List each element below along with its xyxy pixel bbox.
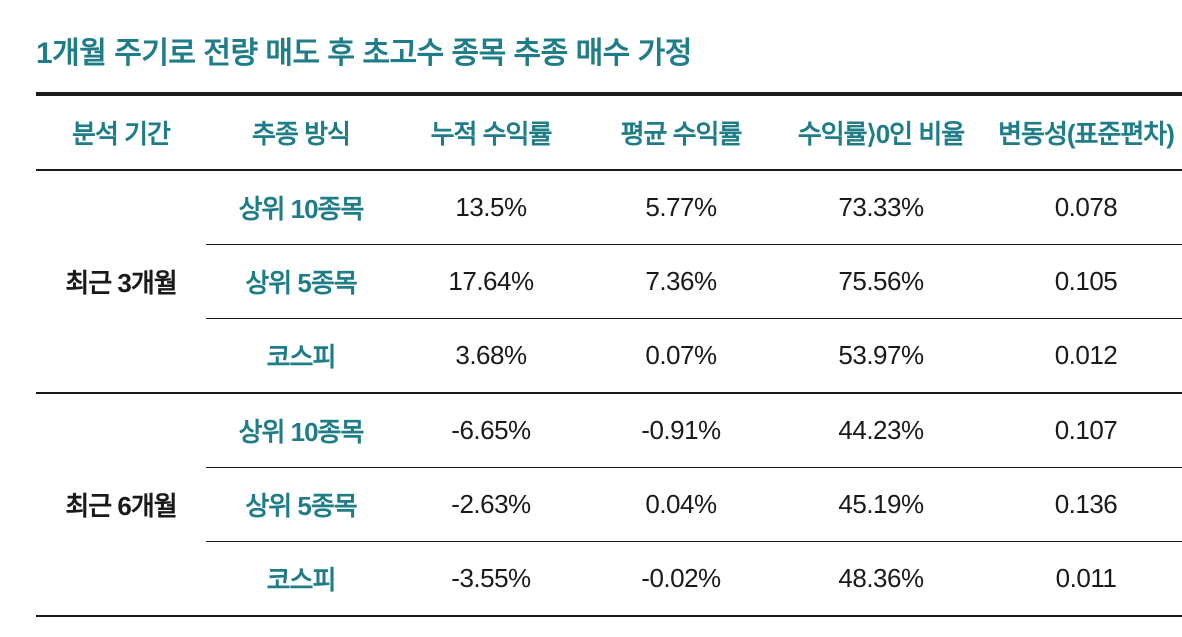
value-cell: 5.77%: [586, 170, 776, 245]
value-cell: 0.136: [986, 468, 1182, 542]
table-row: 코스피 -3.55% -0.02% 48.36% 0.011: [36, 542, 1182, 617]
value-cell: 0.012: [986, 319, 1182, 394]
value-cell: 75.56%: [776, 245, 986, 319]
table-row: 최근 6개월 상위 10종목 -6.65% -0.91% 44.23% 0.10…: [36, 393, 1182, 468]
value-cell: 0.105: [986, 245, 1182, 319]
value-cell: 17.64%: [396, 245, 586, 319]
value-cell: -3.55%: [396, 542, 586, 617]
value-cell: 44.23%: [776, 393, 986, 468]
col-cum: 누적 수익률: [396, 94, 586, 170]
col-period: 분석 기간: [36, 94, 206, 170]
table-body: 최근 3개월 상위 10종목 13.5% 5.77% 73.33% 0.078 …: [36, 170, 1182, 616]
page-title: 1개월 주기로 전량 매도 후 초고수 종목 추종 매수 가정: [36, 28, 1146, 72]
value-cell: 13.5%: [396, 170, 586, 245]
value-cell: 45.19%: [776, 468, 986, 542]
method-cell: 상위 10종목: [206, 170, 396, 245]
value-cell: 48.36%: [776, 542, 986, 617]
value-cell: -6.65%: [396, 393, 586, 468]
method-cell: 코스피: [206, 319, 396, 394]
col-vol: 변동성(표준편차): [986, 94, 1182, 170]
value-cell: -2.63%: [396, 468, 586, 542]
value-cell: -0.02%: [586, 542, 776, 617]
value-cell: 3.68%: [396, 319, 586, 394]
value-cell: 73.33%: [776, 170, 986, 245]
value-cell: 0.07%: [586, 319, 776, 394]
method-cell: 상위 5종목: [206, 245, 396, 319]
period-cell: 최근 6개월: [36, 393, 206, 616]
method-cell: 상위 5종목: [206, 468, 396, 542]
value-cell: 0.04%: [586, 468, 776, 542]
col-pos: 수익률⟩0인 비율: [776, 94, 986, 170]
table-row: 상위 5종목 17.64% 7.36% 75.56% 0.105: [36, 245, 1182, 319]
table-container: 1개월 주기로 전량 매도 후 초고수 종목 추종 매수 가정 분석 기간 추종…: [0, 0, 1182, 637]
table-header-row: 분석 기간 추종 방식 누적 수익률 평균 수익률 수익률⟩0인 비율 변동성(…: [36, 94, 1182, 170]
value-cell: -0.91%: [586, 393, 776, 468]
table-row: 최근 3개월 상위 10종목 13.5% 5.77% 73.33% 0.078: [36, 170, 1182, 245]
col-method: 추종 방식: [206, 94, 396, 170]
table-row: 코스피 3.68% 0.07% 53.97% 0.012: [36, 319, 1182, 394]
table-row: 상위 5종목 -2.63% 0.04% 45.19% 0.136: [36, 468, 1182, 542]
period-cell: 최근 3개월: [36, 170, 206, 393]
method-cell: 상위 10종목: [206, 393, 396, 468]
method-cell: 코스피: [206, 542, 396, 617]
returns-table: 분석 기간 추종 방식 누적 수익률 평균 수익률 수익률⟩0인 비율 변동성(…: [36, 92, 1182, 617]
value-cell: 7.36%: [586, 245, 776, 319]
value-cell: 0.011: [986, 542, 1182, 617]
col-avg: 평균 수익률: [586, 94, 776, 170]
value-cell: 0.078: [986, 170, 1182, 245]
table-header: 분석 기간 추종 방식 누적 수익률 평균 수익률 수익률⟩0인 비율 변동성(…: [36, 94, 1182, 170]
value-cell: 53.97%: [776, 319, 986, 394]
value-cell: 0.107: [986, 393, 1182, 468]
